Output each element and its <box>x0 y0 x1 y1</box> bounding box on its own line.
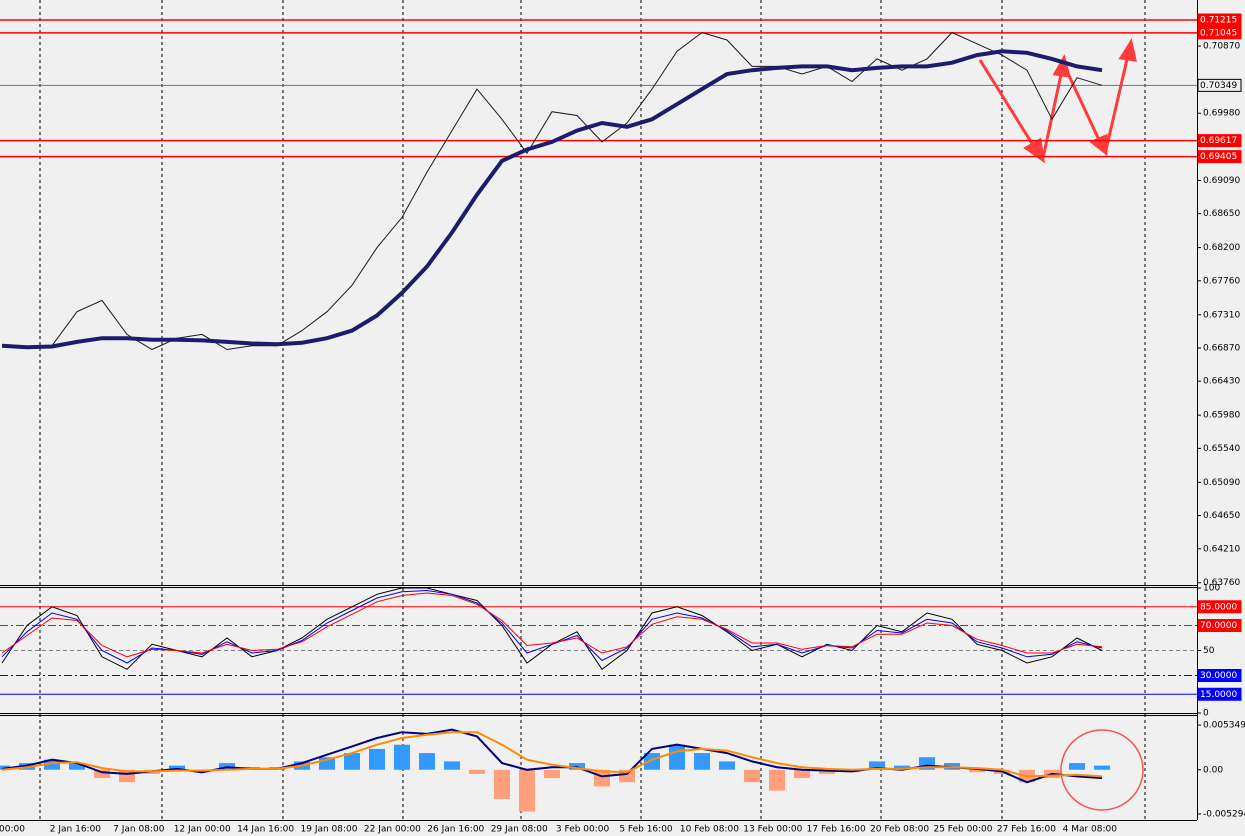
level-label: 0.71215 <box>1200 16 1237 26</box>
x-tick-label: 20 Feb 08:00 <box>870 825 929 835</box>
y-tick-label: 100 <box>1203 584 1220 594</box>
x-tick-label: 26 Jan 16:00 <box>427 825 484 835</box>
x-tick-label: 2 Jan 16:00 <box>50 825 102 835</box>
day-separators <box>39 0 1146 820</box>
histogram-bar <box>494 769 510 799</box>
y-tick-label: 50 <box>1203 646 1215 656</box>
histogram-bar <box>869 761 885 770</box>
y-tick-label: 0.64650 <box>1203 511 1240 521</box>
y-tick-label: 0.70870 <box>1203 42 1240 52</box>
x-tick-label: 17 Feb 16:00 <box>807 825 866 835</box>
y-tick-label: 0.63760 <box>1203 578 1240 588</box>
histogram-bar <box>344 753 360 770</box>
series-line <box>1 49 1103 350</box>
y-tick-label: 0.66430 <box>1203 377 1240 387</box>
x-tick-label: 22 Jan 00:00 <box>364 825 421 835</box>
x-tick-label: 3 Feb 00:00 <box>556 825 610 835</box>
y-tick-label: 0.69980 <box>1203 109 1240 119</box>
y-tick-label: 0.67760 <box>1203 276 1240 286</box>
highlight-circle <box>1060 729 1144 811</box>
y-tick-label: 0.66870 <box>1203 343 1240 353</box>
level-label-box <box>1197 150 1242 164</box>
x-tick-label: 10 Feb 08:00 <box>680 825 739 835</box>
y-tick-label: 0.0053499 <box>1203 721 1245 731</box>
histogram-bar <box>169 765 185 770</box>
x-tick-label: 19 Jan 08:00 <box>301 825 358 835</box>
forecast-arrows <box>978 38 1137 164</box>
series-line <box>1 731 1103 778</box>
histogram-bar <box>544 769 560 779</box>
level-label: 0.69617 <box>1200 136 1237 146</box>
y-tick-label: 0.67310 <box>1203 310 1240 320</box>
histogram-bar <box>1069 763 1085 770</box>
y-tick-label: 0.65980 <box>1203 411 1240 421</box>
x-tick-label: 7 Jan 08:00 <box>113 825 165 835</box>
level-label: 0.71045 <box>1200 28 1237 38</box>
level-label: 85.0000 <box>1200 602 1237 612</box>
level-label: 15.0000 <box>1200 690 1237 700</box>
y-tick-label: 0.00 <box>1203 765 1223 775</box>
y-tick-label: 0 <box>1203 709 1209 719</box>
y-tick-label: 0.68200 <box>1203 243 1240 253</box>
histogram-bar <box>94 769 110 779</box>
x-tick-label: 5 Feb 16:00 <box>619 825 673 835</box>
level-label-box <box>1197 687 1242 701</box>
y-tick-label: -0.005294 <box>1203 809 1245 819</box>
x-tick-label: 4 Mar 08:00 <box>1063 825 1118 835</box>
histogram-bar <box>419 753 435 770</box>
histogram-bar <box>744 769 760 783</box>
x-tick-label: 00:00 <box>0 825 25 835</box>
level-label-box <box>1197 600 1242 614</box>
level-label: 70.0000 <box>1200 621 1237 631</box>
histogram-bar <box>794 769 810 779</box>
histogram-bar <box>369 748 385 770</box>
x-tick-label: 29 Jan 08:00 <box>491 825 548 835</box>
histogram-bar <box>694 753 710 770</box>
panel-borders <box>0 0 1198 821</box>
series-line <box>1 31 1103 351</box>
histogram-bar <box>669 744 685 770</box>
level-label: 0.70349 <box>1200 81 1237 91</box>
x-tick-label: 27 Feb 16:00 <box>997 825 1056 835</box>
x-tick-label: 14 Jan 16:00 <box>237 825 294 835</box>
level-label-box <box>1197 78 1242 92</box>
level-label: 30.0000 <box>1200 671 1237 681</box>
level-label: 0.69405 <box>1200 152 1237 162</box>
y-tick-label: 0.69090 <box>1203 176 1240 186</box>
histogram-bar <box>69 763 85 770</box>
x-tick-label: 13 Feb 00:00 <box>743 825 802 835</box>
level-label-box <box>1197 619 1242 632</box>
histogram-bar <box>44 759 60 770</box>
level-label-box <box>1197 669 1242 682</box>
histogram-bar <box>969 769 985 773</box>
x-tick-label: 12 Jan 00:00 <box>174 825 231 835</box>
y-tick-label: 0.65540 <box>1203 444 1240 454</box>
histogram-bar <box>394 744 410 770</box>
histogram-bar <box>894 765 910 770</box>
y-tick-label: 0.64210 <box>1203 544 1240 554</box>
level-label-box <box>1197 26 1242 40</box>
histogram-bar <box>644 753 660 770</box>
series-line <box>1 592 1103 658</box>
histogram-bar <box>469 769 485 774</box>
histogram-bar <box>1094 765 1110 770</box>
level-label-box <box>1197 13 1242 27</box>
x-tick-label: 25 Feb 00:00 <box>933 825 992 835</box>
y-tick-label: 0.65090 <box>1203 478 1240 488</box>
level-label-box <box>1197 134 1242 148</box>
histogram-bar <box>519 769 535 812</box>
histogram-bar <box>719 761 735 770</box>
histogram-bar <box>769 769 785 791</box>
histogram-bar <box>444 761 460 770</box>
y-tick-label: 0.68650 <box>1203 209 1240 219</box>
histogram-bar <box>819 769 835 774</box>
